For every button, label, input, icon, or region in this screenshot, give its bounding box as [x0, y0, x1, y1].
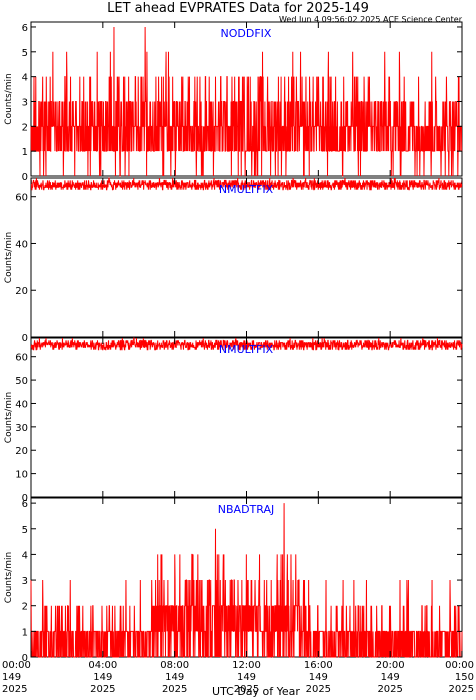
x-tick-label-day: 149 — [2, 672, 21, 683]
x-tick-label-year: 2025 — [2, 684, 27, 695]
y-axis-label: Counts/min — [4, 552, 14, 603]
y-tick-label: 0 — [22, 653, 28, 664]
x-tick-label-year: 2025 — [90, 684, 115, 695]
plot-frame — [30, 337, 463, 498]
y-tick-label: 3 — [22, 97, 28, 108]
x-tick-label-day: 149 — [381, 672, 400, 683]
y-tick-label: 3 — [22, 576, 28, 587]
y-tick-label: 60 — [15, 353, 28, 364]
chart-title: LET ahead EVPRATES Data for 2025-149 — [107, 1, 369, 16]
x-tick-label-year: 2025 — [306, 684, 331, 695]
y-axis-label: Counts/min — [4, 392, 14, 443]
series-name-label: NMULTFIX — [219, 343, 274, 356]
x-tick-label-year: 2025 — [377, 684, 402, 695]
y-tick-label: 20 — [15, 286, 28, 297]
x-tick-label-time: 04:00 — [88, 660, 117, 671]
plot-frame — [30, 177, 463, 338]
panel-nmultfix-1: 0 20 40 60 Counts/min NMULTFIX — [4, 177, 463, 344]
y-tick-label: 0 — [22, 493, 28, 504]
series-trace — [30, 26, 463, 177]
x-tick-label-year: 2025 — [234, 684, 259, 695]
plot-frame — [30, 21, 463, 177]
y-tick-label: 4 — [22, 73, 28, 84]
x-tick-label-time: 20:00 — [376, 660, 405, 671]
y-tick-label: 20 — [15, 446, 28, 457]
x-tick-label-time: 00:00 — [445, 660, 474, 671]
y-tick-label: 5 — [22, 48, 28, 59]
y-tick-label: 1 — [22, 627, 28, 638]
panels: 0123456Counts/minNODDFIX0204060Counts/mi… — [4, 21, 463, 664]
y-tick-label: 0 — [22, 172, 28, 183]
series-name-label: NODDFIX — [221, 27, 272, 40]
series-name-label: NBADTRAJ — [218, 503, 274, 516]
y-axis-label: Counts/min — [4, 73, 14, 124]
y-tick-label: 50 — [15, 376, 28, 387]
y-tick-label: 6 — [22, 23, 28, 34]
series-name-label: NMULTFIX — [219, 183, 274, 196]
x-tick-label-day: 149 — [93, 672, 112, 683]
y-tick-label: 10 — [15, 470, 28, 481]
x-tick-label-day: 149 — [165, 672, 184, 683]
y-tick-label: 60 — [15, 193, 28, 204]
y-axis-label: Counts/min — [4, 232, 14, 283]
y-tick-label: 40 — [15, 399, 28, 410]
series-trace — [30, 503, 463, 658]
x-tick-label-day: 149 — [237, 672, 256, 683]
x-axis-label: UTC Day of Year — [212, 685, 300, 698]
x-tick-label-time: 12:00 — [232, 660, 261, 671]
y-tick-label: 5 — [22, 525, 28, 536]
panel-nbadtraj-3: 0 1 2 3 4 5 6 Counts/min NBADTRAJ — [4, 497, 463, 664]
y-tick-label: 4 — [22, 550, 28, 561]
timestamp: Wed Jun 4 09:56:02 2025 ACE Science Cent… — [279, 15, 463, 24]
y-tick-label: 6 — [22, 499, 28, 510]
x-tick-label-day: 149 — [309, 672, 328, 683]
x-tick-label-day: 150 — [455, 672, 474, 683]
x-tick-label-year: 2025 — [162, 684, 187, 695]
x-axis-labels: 00:00149202504:00149202508:00149202512:0… — [2, 660, 474, 695]
y-tick-label: 40 — [15, 239, 28, 250]
panel-nmultfix-2: 0 10 20 30 40 50 60 Counts/min NMULTFIX — [4, 337, 463, 504]
x-tick-label-time: 16:00 — [304, 660, 333, 671]
panel-noddfix-0: 0 1 2 3 4 5 6 Counts/min NODDFIX — [4, 21, 463, 183]
y-tick-label: 30 — [15, 423, 28, 434]
y-tick-label: 2 — [22, 122, 28, 133]
x-tick-label-time: 08:00 — [160, 660, 189, 671]
y-tick-label: 2 — [22, 602, 28, 613]
x-tick-label-year: 2025 — [449, 684, 474, 695]
x-tick-label-time: 00:00 — [2, 660, 31, 671]
y-tick-label: 1 — [22, 147, 28, 158]
y-tick-label: 0 — [22, 333, 28, 344]
